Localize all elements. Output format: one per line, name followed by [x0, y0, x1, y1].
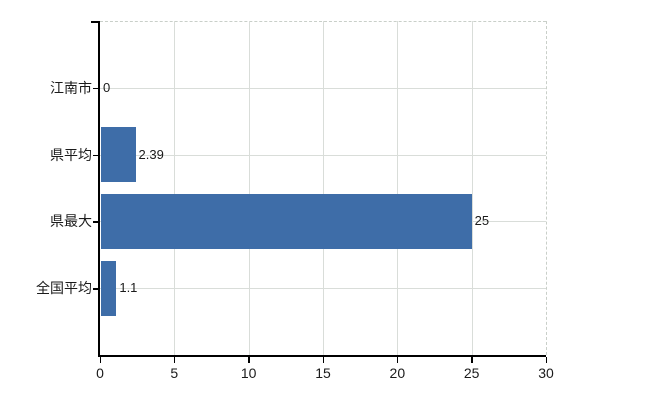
- gridline-row-0: [100, 87, 546, 89]
- bar-value-label: 1.1: [119, 280, 138, 296]
- y-axis-tick: [93, 154, 99, 157]
- gridline-x-25: [471, 21, 473, 355]
- gridline-x-10: [248, 21, 250, 355]
- y-axis-line: [98, 21, 100, 355]
- gridline-x-5: [174, 21, 176, 355]
- x-axis-tick-label: 10: [240, 365, 257, 381]
- y-axis-category-label: 県平均: [50, 146, 92, 163]
- gridline-row-3: [100, 288, 546, 290]
- bar-3: [101, 260, 117, 316]
- x-axis-tick: [545, 357, 547, 363]
- bar-value-label: 25: [474, 213, 490, 229]
- bar-1: [101, 127, 136, 183]
- x-axis-tick: [248, 357, 250, 363]
- bar-2: [101, 193, 472, 249]
- x-axis-line: [98, 355, 546, 357]
- x-axis-tick-label: 15: [315, 365, 331, 381]
- y-axis-category-label: 県最大: [50, 213, 92, 230]
- y-axis-top-tick: [91, 21, 98, 23]
- bar-value-label: 0: [103, 79, 111, 95]
- gridline-x-20: [397, 21, 399, 355]
- x-axis-tick-label: 25: [463, 365, 480, 381]
- y-axis-category-label: 全国平均: [36, 280, 92, 297]
- bar-value-label: 2.39: [138, 146, 164, 162]
- x-axis-tick: [471, 357, 473, 363]
- x-axis-tick: [99, 357, 101, 363]
- y-axis-tick: [93, 87, 99, 90]
- y-axis-tick: [93, 288, 99, 290]
- x-axis-tick: [322, 357, 324, 363]
- x-axis-tick-label: 30: [538, 365, 554, 381]
- gridline-row-1: [100, 154, 546, 156]
- x-axis-tick-label: 20: [389, 365, 406, 381]
- x-axis-tick: [396, 357, 399, 363]
- x-axis-tick-label: 5: [170, 365, 179, 381]
- gridline-x-30: [546, 21, 547, 355]
- gridline-x-15: [323, 21, 324, 355]
- x-axis-tick: [173, 357, 176, 363]
- y-axis-tick: [93, 221, 99, 223]
- y-axis-category-label: 江南市: [50, 79, 92, 96]
- x-axis-tick-label: 0: [96, 365, 104, 381]
